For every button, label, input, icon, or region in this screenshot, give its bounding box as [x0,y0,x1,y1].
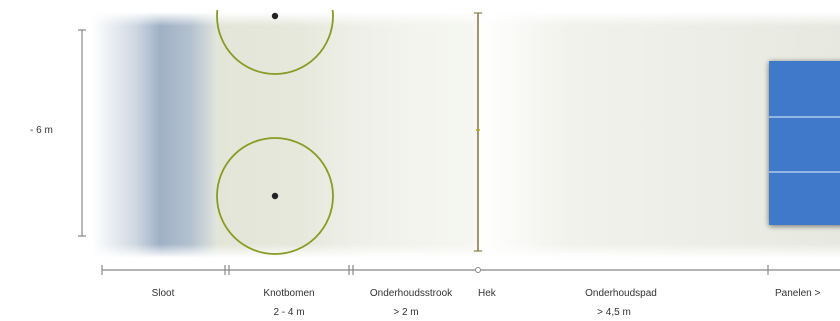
maintenance-strip-band [354,12,478,258]
zone-scale-bar [101,265,840,275]
tree-crown [216,0,334,75]
tree-top [216,0,334,75]
ditch-band [92,12,216,258]
height-label: - 6 m [30,125,53,136]
solar-panels [769,61,840,225]
zone-label-sloot: Sloot [151,288,175,299]
height-dimension [78,29,86,237]
zone-label-onderhoudspad: Onderhoudspad [585,288,657,299]
zone-label-panelen: Panelen > [775,288,821,299]
zone-width-onderhoudsstrook: > 2 m [393,307,419,318]
zone-label-onderhoudsstrook: Onderhoudsstrook [369,288,453,299]
tree-trunk [271,192,279,200]
tree-bottom [216,137,334,255]
tree-crown [216,137,334,255]
zone-label-knotbomen: Knotbomen [263,288,315,299]
zone-label-hek: Hek [478,288,496,299]
zone-width-knotbomen: 2 - 4 m [273,307,305,318]
tree-band [216,12,354,258]
tree-trunk [271,12,279,20]
zone-width-onderhoudspad: > 4,5 m [597,307,631,318]
